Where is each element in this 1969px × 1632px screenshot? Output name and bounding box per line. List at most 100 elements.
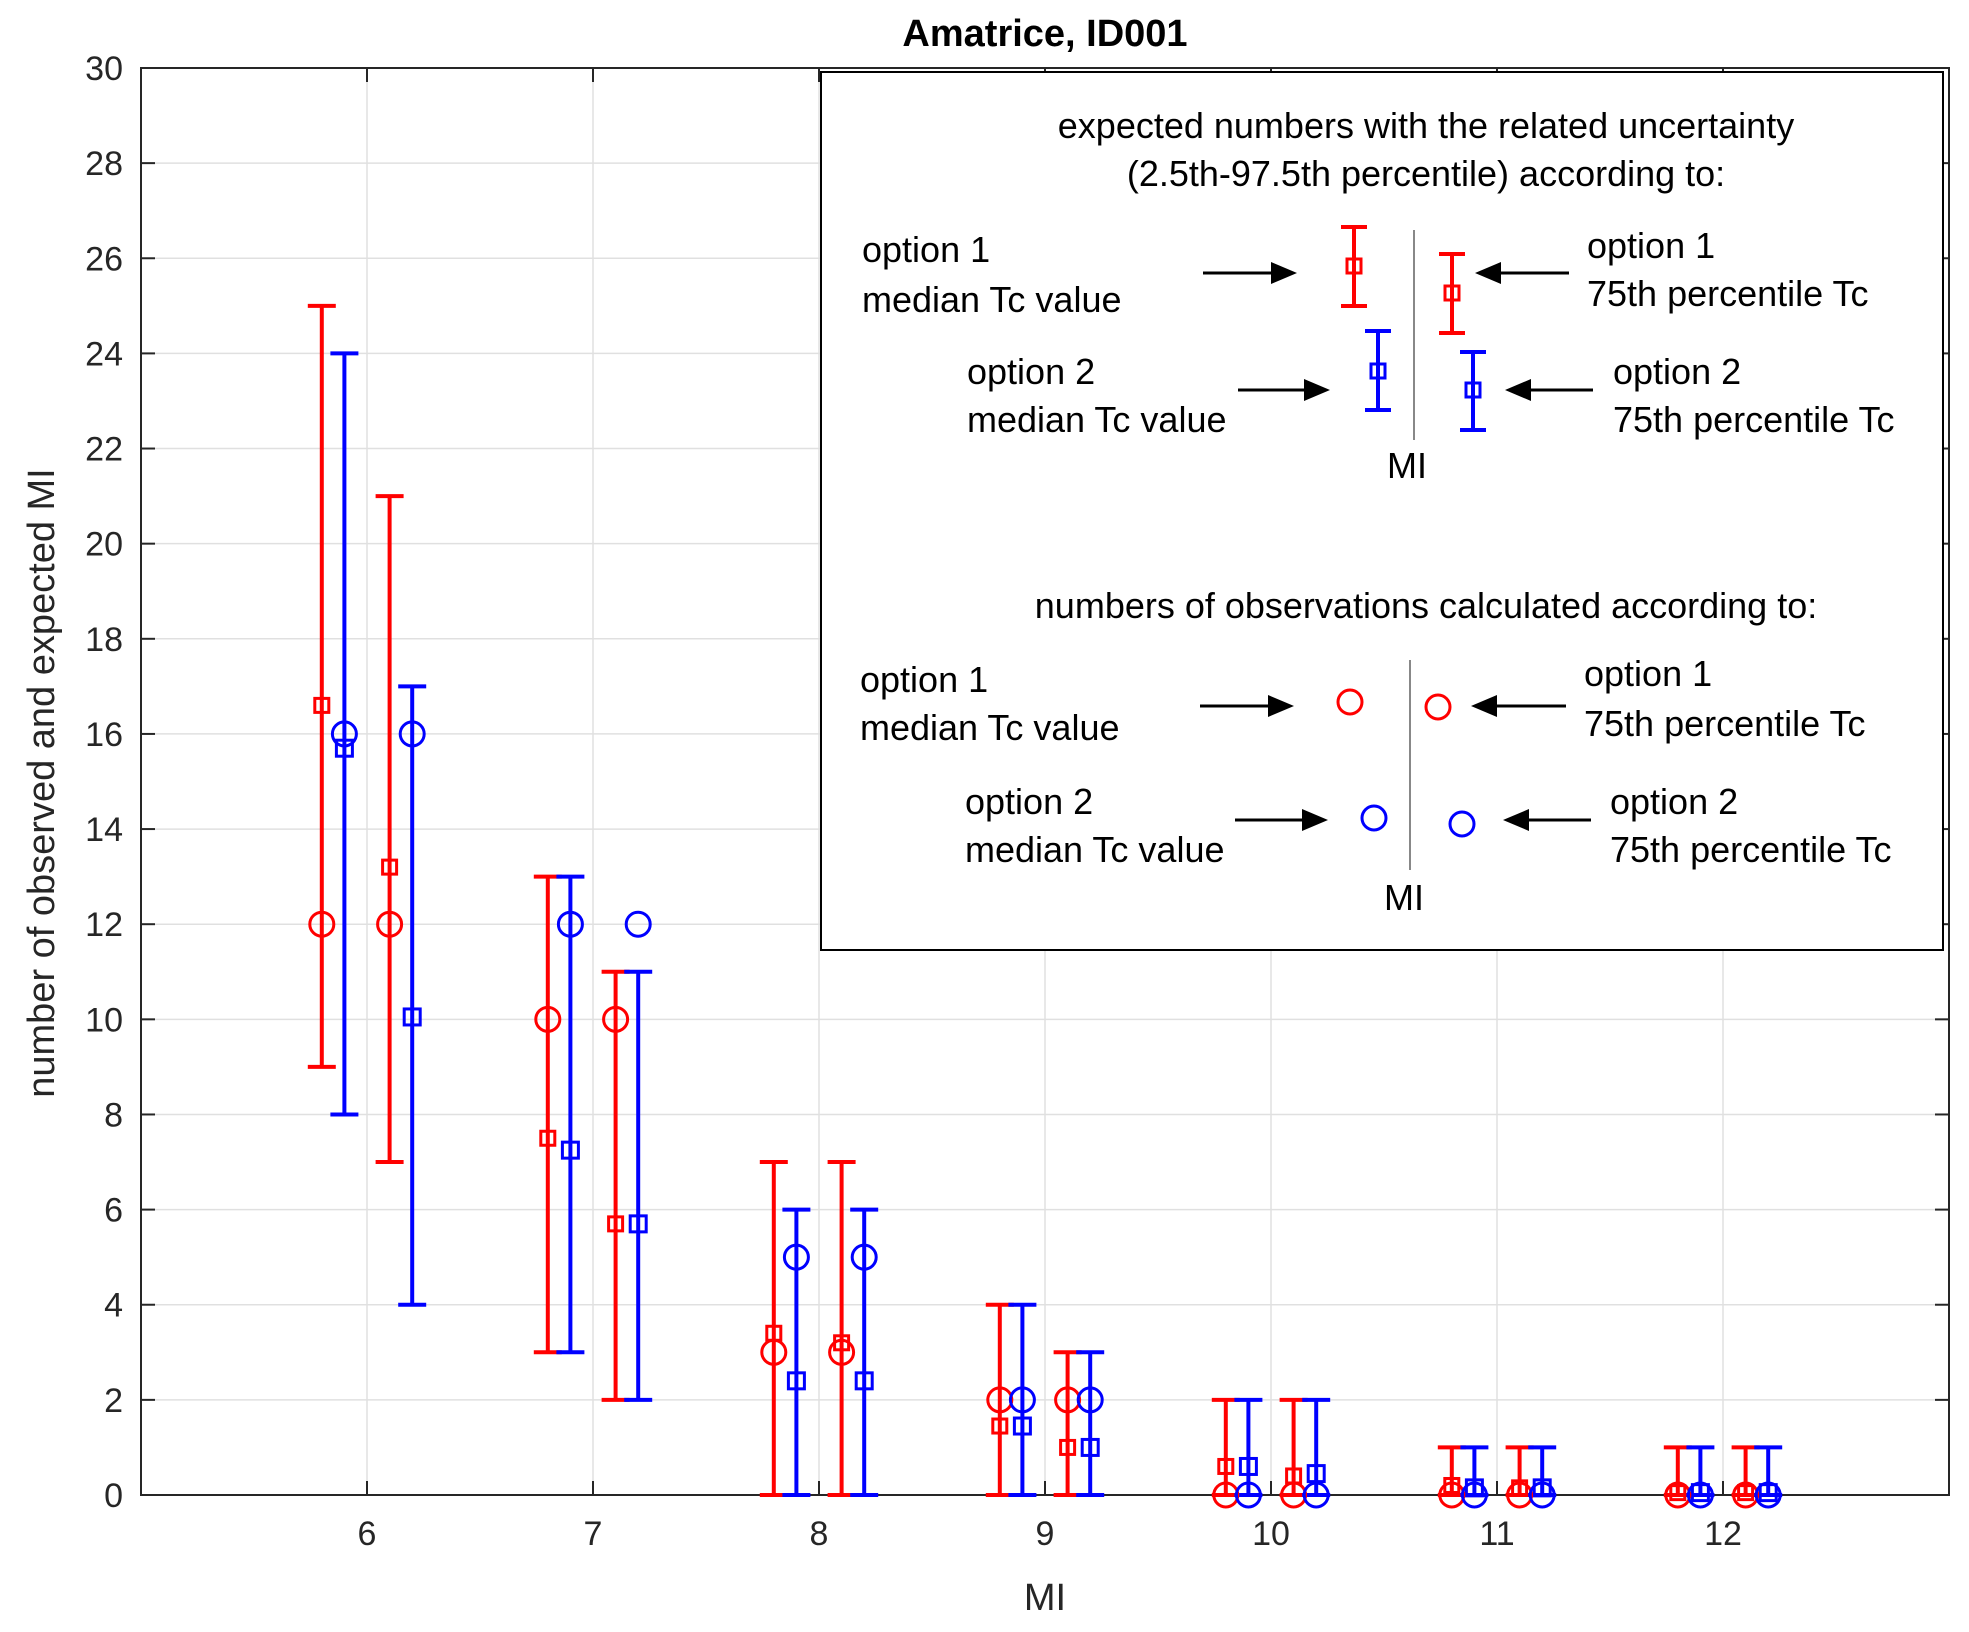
y-tick-label: 22: [85, 431, 123, 469]
legend-obs-opt2-median-line1: option 2: [965, 781, 1093, 822]
legend-exp-opt2-median-line1: option 2: [967, 351, 1095, 392]
legend-arrow-head: [1503, 809, 1529, 831]
legend-observed-marker: [1424, 693, 1452, 721]
legend-exp-opt1-p75-line2: 75th percentile Tc: [1587, 273, 1869, 314]
legend-obs-mi-label: MI: [1384, 877, 1424, 918]
legend-observed-marker: [1448, 810, 1476, 838]
observed-marker: [534, 1005, 562, 1033]
legend-exp-opt1-p75-line1: option 1: [1587, 225, 1715, 266]
legend-obs-opt1-p75-line2: 75th percentile Tc: [1584, 703, 1866, 744]
y-tick-label: 16: [85, 716, 123, 754]
expected-marker: [1511, 1479, 1529, 1497]
legend-heading-observed: numbers of observations calculated accor…: [1035, 585, 1817, 626]
y-tick-label: 4: [104, 1287, 123, 1325]
expected-marker: [854, 1371, 874, 1391]
x-tick-label: 7: [584, 1515, 603, 1553]
chart-title: Amatrice, ID001: [902, 13, 1187, 55]
expected-marker: [1238, 1456, 1258, 1476]
observed-marker: [850, 1243, 878, 1271]
legend-obs-opt2-p75-line1: option 2: [1610, 781, 1738, 822]
legend: expected numbers with the related uncert…: [820, 71, 1944, 951]
observed-marker: [828, 1338, 856, 1366]
legend-exp-mi-label: MI: [1387, 445, 1427, 486]
expected-marker: [607, 1215, 625, 1233]
y-tick-label: 10: [85, 1001, 123, 1039]
legend-arrow-head: [1471, 695, 1497, 717]
legend-obs-opt1-median-line2: median Tc value: [860, 707, 1120, 748]
legend-exp-opt2-median-line2: median Tc value: [967, 399, 1227, 440]
x-tick-label: 9: [1036, 1515, 1055, 1553]
legend-exp-opt1-median-line1: option 1: [862, 229, 990, 270]
legend-arrow-head: [1271, 262, 1297, 284]
x-tick-label: 12: [1704, 1515, 1742, 1553]
observed-marker: [556, 910, 584, 938]
observed-marker: [1686, 1481, 1714, 1509]
legend-graphics: [1200, 225, 1593, 870]
legend-exp-opt2-p75-line2: 75th percentile Tc: [1613, 399, 1895, 440]
expected-marker: [1690, 1483, 1710, 1503]
legend-arrow-head: [1304, 379, 1330, 401]
observed-marker: [308, 910, 336, 938]
x-tick-label: 8: [810, 1515, 829, 1553]
expected-marker: [1080, 1437, 1100, 1457]
observed-marker: [624, 910, 652, 938]
y-tick-label: 0: [104, 1477, 123, 1515]
expected-marker: [1059, 1438, 1077, 1456]
y-tick-label: 8: [104, 1096, 123, 1134]
y-tick-label: 2: [104, 1382, 123, 1420]
observed-marker: [1754, 1481, 1782, 1509]
legend-expected-marker: [1464, 381, 1482, 399]
legend-obs-opt1-p75-line1: option 1: [1584, 653, 1712, 694]
legend-obs-opt2-median-line2: median Tc value: [965, 829, 1225, 870]
observed-marker: [330, 720, 358, 748]
y-tick-label: 28: [85, 145, 123, 183]
legend-heading-expected-line1: expected numbers with the related uncert…: [1058, 105, 1794, 146]
observed-marker: [1234, 1481, 1262, 1509]
legend-heading-expected-line2: (2.5th-97.5th percentile) according to:: [1127, 153, 1725, 194]
y-tick-label: 20: [85, 526, 123, 564]
legend-arrow-head: [1475, 262, 1501, 284]
observed-marker: [1076, 1386, 1104, 1414]
y-tick-label: 24: [85, 335, 123, 373]
y-tick-label: 30: [85, 50, 123, 88]
expected-marker: [1758, 1483, 1778, 1503]
expected-marker: [313, 696, 331, 714]
x-tick-label: 11: [1479, 1515, 1514, 1553]
expected-marker: [628, 1214, 648, 1234]
legend-exp-opt2-p75-line1: option 2: [1613, 351, 1741, 392]
y-tick-label: 6: [104, 1192, 123, 1230]
legend-expected-marker: [1369, 362, 1387, 380]
legend-exp-opt1-median-line2: median Tc value: [862, 279, 1122, 320]
y-axis-label: number of observed and expected MI: [21, 468, 63, 1098]
observed-marker: [602, 1005, 630, 1033]
legend-box: [820, 71, 1944, 951]
observed-marker: [782, 1243, 810, 1271]
legend-arrow-head: [1268, 695, 1294, 717]
marks-layer: [307, 303, 1783, 1509]
observed-marker: [1008, 1386, 1036, 1414]
observed-marker: [376, 910, 404, 938]
expected-marker: [402, 1007, 422, 1027]
y-tick-label: 12: [85, 906, 123, 944]
x-axis-label: MI: [1024, 1577, 1066, 1619]
observed-marker: [398, 720, 426, 748]
legend-expected-marker: [1345, 257, 1363, 275]
expected-marker: [381, 858, 399, 876]
expected-marker: [991, 1417, 1009, 1435]
y-tick-label: 18: [85, 621, 123, 659]
legend-expected-marker: [1443, 284, 1461, 302]
expected-marker: [539, 1129, 557, 1147]
y-tick-label: 26: [85, 240, 123, 278]
expected-marker: [560, 1140, 580, 1160]
expected-marker: [1217, 1457, 1235, 1475]
observed-marker: [1460, 1481, 1488, 1509]
x-tick-label: 10: [1252, 1515, 1290, 1553]
observed-marker: [1528, 1481, 1556, 1509]
legend-arrow-head: [1302, 809, 1328, 831]
expected-marker: [1737, 1484, 1755, 1502]
observed-marker: [1302, 1481, 1330, 1509]
expected-marker: [1669, 1484, 1687, 1502]
x-tick-label: 6: [358, 1515, 377, 1553]
legend-obs-opt1-median-line1: option 1: [860, 659, 988, 700]
